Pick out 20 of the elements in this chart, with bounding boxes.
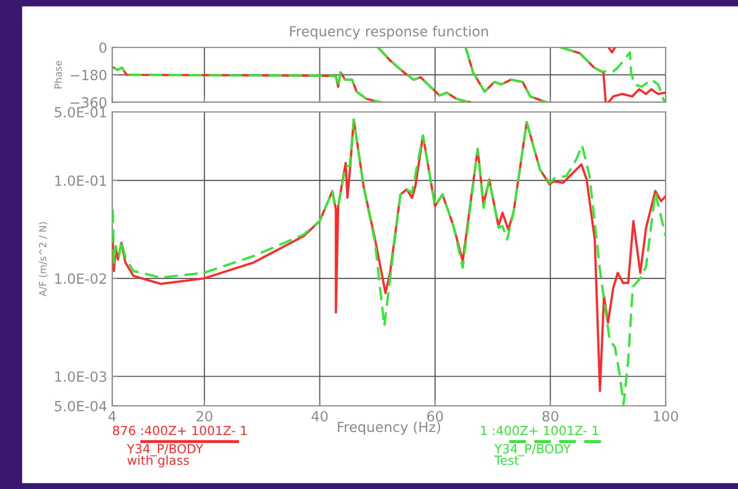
y-tick-label: 5.0E-04	[54, 400, 107, 412]
y-tick-label: 1.0E-02	[55, 273, 106, 284]
y-tick-label: 5.0E-01	[54, 106, 106, 118]
y-tick-label: −360	[70, 97, 106, 108]
x-axis-title: Frequency (Hz)	[338, 421, 440, 435]
y-tick-label: 0	[99, 42, 106, 53]
x-tick-label: 80	[542, 410, 558, 422]
text: 1 :400Z+ 1001Z- 1 Y34_P/BODY Test	[481, 426, 598, 465]
x-tick-label: 60	[427, 410, 443, 422]
text: 876 :400Z+ 1001Z- 1 Y34_P/BODY with glass	[113, 426, 247, 468]
y-tick-label: 1.0E-03	[55, 371, 106, 382]
x-tick-label: 20	[196, 410, 212, 422]
chart-title: Frequency response function	[290, 26, 488, 40]
x-tick-label: 4	[108, 411, 116, 422]
x-tick-label: 40	[312, 410, 328, 422]
y-tick-label: 1.0E-01	[55, 175, 106, 186]
y-axis-title: Phase	[54, 60, 62, 88]
y-tick-label: −180	[70, 70, 106, 80]
y-axis-title: A/F (m/s^2 / N)	[38, 222, 48, 296]
x-tick-label: 100	[654, 410, 678, 422]
